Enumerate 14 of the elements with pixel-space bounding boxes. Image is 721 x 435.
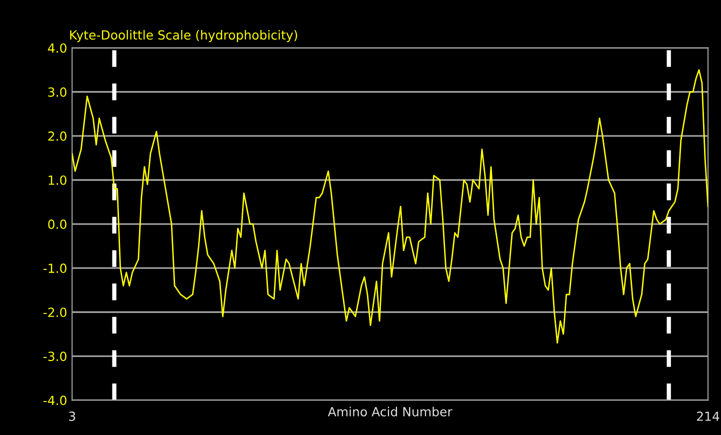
chart-title: Kyte-Doolittle Scale (hydrophobicity) xyxy=(70,30,298,42)
y-tick-label: -4.0 xyxy=(43,396,66,406)
y-tick-label: 4.0 xyxy=(48,43,66,53)
x-tick-label: 214 xyxy=(697,412,720,421)
y-tick-label: -1.0 xyxy=(43,264,66,273)
y-tick-label: 2.0 xyxy=(48,131,66,141)
y-tick-label: 0.0 xyxy=(48,219,66,229)
x-axis-title: Amino Acid Number xyxy=(328,406,452,416)
x-tick-label: 3 xyxy=(69,412,76,421)
y-tick-label: 3.0 xyxy=(48,87,66,97)
line-series xyxy=(72,69,708,344)
y-tick-label: 1.0 xyxy=(48,175,66,185)
y-tick-label: -3.0 xyxy=(43,352,66,362)
y-tick-label: -2.0 xyxy=(43,308,66,318)
